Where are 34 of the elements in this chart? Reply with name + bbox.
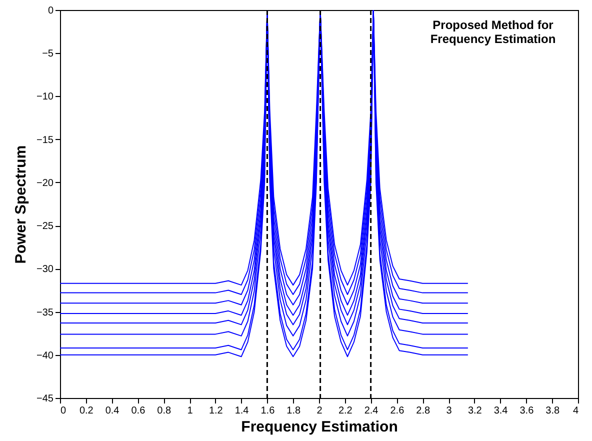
annotation: Proposed Method for Frequency Estimation (430, 18, 556, 46)
y-tick-label: 0 (48, 6, 54, 16)
x-tick-label: 1.8 (286, 406, 301, 416)
y-tick-label: −30 (36, 264, 54, 276)
y-tick-label: −25 (36, 221, 54, 232)
y-tick-label: −20 (36, 178, 54, 189)
x-tick-label: 1.6 (260, 406, 276, 416)
x-tick-label: 0.4 (105, 406, 120, 416)
y-tick-label: −45 (36, 394, 54, 404)
x-tick-label: 0 (60, 406, 66, 416)
x-axis-title: Frequency Estimation (241, 418, 398, 436)
x-tick-label: 0.6 (131, 406, 146, 416)
y-axis-title: Power Spectrum (12, 145, 30, 264)
x-tick-label: 2 (316, 406, 323, 416)
x-tick-label: 0.8 (157, 406, 172, 416)
y-tick-label: −35 (36, 307, 54, 318)
x-tick-label: 3.2 (468, 406, 482, 416)
y-tick-label: −10 (36, 92, 54, 103)
x-tick-label: 4 (572, 406, 579, 416)
x-tick-label: 3.6 (520, 406, 534, 416)
x-tick-label: 1.2 (208, 406, 224, 416)
x-tick-label: 0.2 (79, 406, 94, 416)
x-tick-label: 3.8 (546, 406, 560, 416)
x-tick-label: 2.6 (390, 406, 405, 416)
x-tick-label: 2.4 (364, 406, 379, 416)
x-tick-label: 3 (446, 406, 452, 416)
x-tick-label: 2.2 (338, 406, 353, 416)
x-tick-label: 3.4 (494, 406, 508, 416)
x-tick-label: 1 (187, 406, 194, 416)
x-tick-label: 1.4 (234, 406, 250, 416)
x-tick-label: 2.8 (416, 406, 430, 416)
y-tick-label: −5 (42, 48, 54, 60)
y-tick-label: −15 (36, 134, 54, 146)
y-tick-label: −40 (36, 350, 54, 362)
